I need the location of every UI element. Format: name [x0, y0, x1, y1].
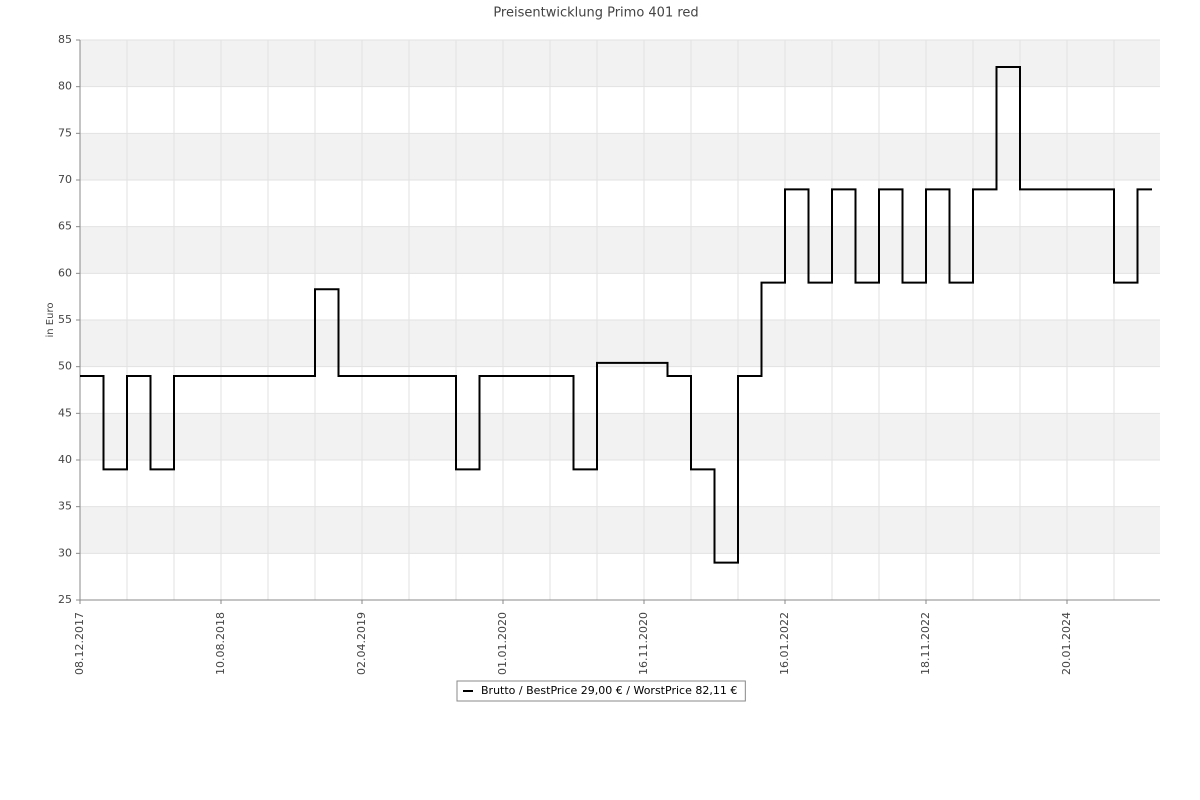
x-tick-label: 01.01.2020	[496, 612, 509, 675]
grid-band	[80, 366, 1160, 414]
y-tick-label: 25	[58, 593, 72, 606]
price-line	[80, 65, 1152, 564]
y-tick-label: 80	[58, 80, 72, 93]
grid-band	[80, 413, 1160, 460]
legend-label: Brutto / BestPrice 29,00 € / WorstPrice …	[481, 684, 737, 697]
y-tick-label: 40	[58, 453, 72, 466]
y-tick-label: 50	[58, 360, 72, 373]
y-tick-label: 75	[58, 126, 72, 139]
y-tick-label: 30	[58, 546, 72, 559]
legend: Brutto / BestPrice 29,00 € / WorstPrice …	[456, 680, 746, 702]
grid-band	[80, 180, 1160, 227]
x-tick-label: 16.11.2020	[637, 612, 650, 675]
x-tick-label: 02.04.2019	[355, 612, 368, 675]
y-tick-label: 35	[58, 500, 72, 513]
y-axis-label: in Euro	[45, 303, 56, 338]
y-tick-label: 85	[58, 33, 72, 46]
grid-band	[80, 320, 1160, 367]
y-tick-label: 55	[58, 313, 72, 326]
legend-box	[456, 680, 746, 702]
y-tick-label: 45	[58, 406, 72, 419]
grid-band	[80, 273, 1160, 320]
x-tick-label: 16.01.2022	[778, 612, 791, 675]
x-tick-label: 20.01.2024	[1060, 612, 1073, 675]
x-tick-label: 18.11.2022	[919, 612, 932, 675]
y-tick-label: 70	[58, 173, 72, 186]
grid-band	[80, 226, 1160, 274]
x-tick-label: 08.12.2017	[73, 612, 86, 675]
grid-band	[80, 553, 1160, 600]
grid-band	[80, 86, 1160, 134]
x-tick-label: 10.08.2018	[214, 612, 227, 675]
y-tick-label: 65	[58, 220, 72, 233]
chart-title: Preisentwicklung Primo 401 red	[493, 6, 698, 21]
grid-band	[80, 460, 1160, 507]
grid-band	[80, 40, 1160, 87]
grid-band	[80, 506, 1160, 554]
grid-band	[80, 133, 1160, 180]
y-tick-label: 60	[58, 266, 72, 279]
